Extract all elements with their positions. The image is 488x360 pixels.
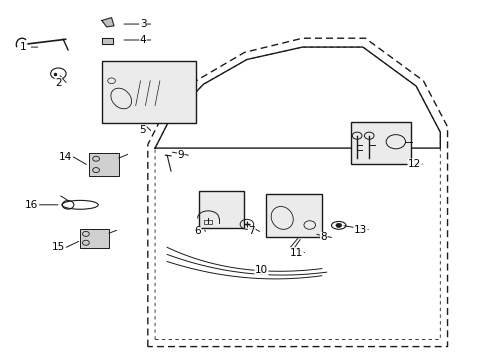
Text: 5: 5 [140, 125, 146, 135]
Text: 8: 8 [320, 233, 326, 242]
Bar [89, 153, 119, 176]
Text: 16: 16 [25, 200, 39, 210]
Text: 11: 11 [289, 248, 303, 258]
Polygon shape [102, 38, 112, 44]
Circle shape [335, 223, 341, 228]
Text: 4: 4 [140, 35, 146, 45]
Bar [265, 194, 321, 237]
Polygon shape [102, 18, 114, 27]
Bar [204, 220, 211, 224]
Text: 14: 14 [59, 152, 72, 162]
Text: 1: 1 [20, 42, 27, 52]
Bar [350, 122, 410, 164]
Text: 2: 2 [55, 77, 61, 87]
Bar [102, 61, 196, 123]
Bar [80, 229, 109, 248]
Text: 10: 10 [254, 265, 267, 275]
Text: 15: 15 [52, 242, 65, 252]
Text: 7: 7 [248, 226, 255, 237]
Text: 12: 12 [407, 159, 421, 169]
Text: 9: 9 [177, 150, 183, 160]
Bar [198, 191, 244, 228]
Text: 6: 6 [194, 226, 201, 237]
Text: 3: 3 [140, 19, 146, 29]
Text: 13: 13 [353, 225, 366, 235]
